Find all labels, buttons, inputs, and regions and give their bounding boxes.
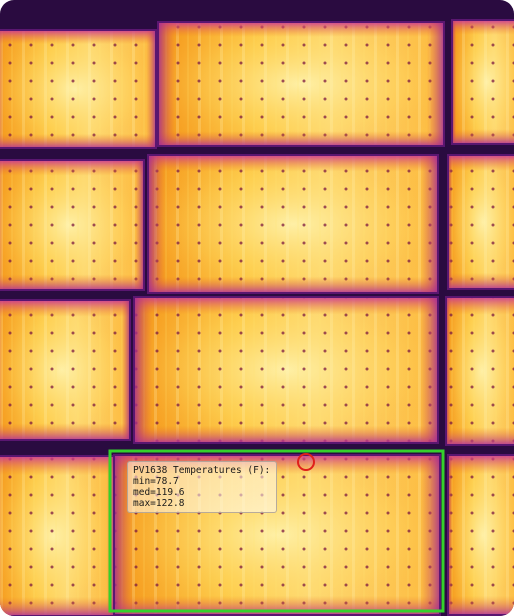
- panel-r2-c2: [147, 154, 439, 294]
- panel-r1-c2: [157, 21, 445, 147]
- panel-r4-c1: [0, 455, 115, 616]
- panel-r3-c1: [0, 299, 131, 441]
- panel-r1-c3: [451, 19, 514, 145]
- panel-r3-c3: [445, 296, 514, 446]
- temperature-annotation: PV1638 Temperatures (F): min=78.7 med=11…: [127, 461, 277, 513]
- panel-r1-c1: [0, 29, 157, 149]
- annotation-title: PV1638 Temperatures (F):: [133, 465, 271, 476]
- panel-r2-c3: [447, 154, 514, 290]
- panel-r4-c2: [113, 454, 441, 616]
- annotation-min: min=78.7: [133, 476, 179, 487]
- panel-grid: [0, 19, 514, 616]
- hotspot-marker: [297, 453, 315, 471]
- highlight-box: [108, 449, 445, 613]
- annotation-max: max=122.8: [133, 498, 185, 509]
- panel-r2-c1: [0, 159, 145, 291]
- panel-r3-c2: [133, 296, 439, 444]
- panel-r4-c3: [447, 454, 514, 616]
- annotation-med: med=119.6: [133, 487, 185, 498]
